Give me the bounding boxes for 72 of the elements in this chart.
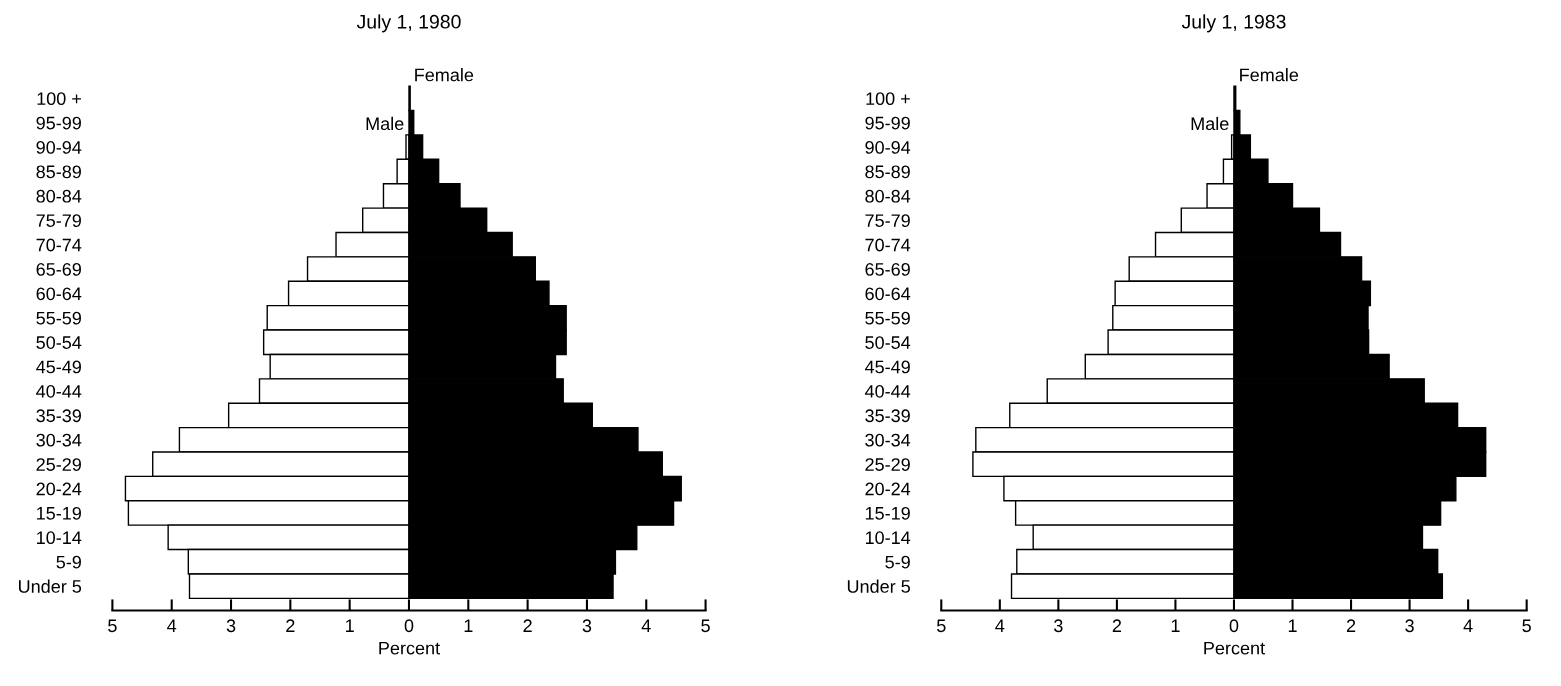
x-tick-label: 4 <box>167 619 177 632</box>
y-tick-label: 35-39 <box>865 409 910 423</box>
y-tick-label: Under 5 <box>847 579 910 593</box>
y-tick-label: 95-99 <box>865 116 910 130</box>
y-tick-label: 75-79 <box>36 214 81 227</box>
y-tick-label: 85-89 <box>865 165 910 179</box>
y-tick-label: 80-84 <box>36 189 82 203</box>
chart-title: July 1, 1980 <box>356 14 461 33</box>
x-axis-title: Percent <box>379 641 440 655</box>
y-tick-label: 20-24 <box>36 482 82 496</box>
y-tick-label: 60-64 <box>865 287 911 301</box>
series-label: Male <box>1191 116 1229 131</box>
y-tick-label: 30-34 <box>865 433 911 447</box>
y-tick-label: 45-49 <box>864 360 910 374</box>
y-tick-label: 100 + <box>866 92 910 106</box>
x-tick-label: 3 <box>1054 619 1063 633</box>
x-tick-label: 3 <box>582 619 592 633</box>
x-tick-label: 1 <box>346 619 354 632</box>
series-label: Female <box>415 68 474 82</box>
y-tick-label: Under 5 <box>19 579 82 593</box>
y-tick-label: 35-39 <box>36 409 81 423</box>
y-tick-label: 20-24 <box>865 482 911 496</box>
x-tick-label: 0 <box>404 619 414 633</box>
x-tick-label: 1 <box>1171 619 1180 632</box>
x-tick-label: 2 <box>1346 619 1356 632</box>
y-tick-label: 95-99 <box>36 116 81 130</box>
y-tick-label: 5-9 <box>56 555 81 569</box>
x-tick-label: 3 <box>1405 619 1414 633</box>
y-tick-label: 25-29 <box>865 458 910 471</box>
y-tick-label: 70-74 <box>36 238 82 252</box>
x-tick-label: 4 <box>641 619 651 632</box>
y-tick-label: 10-14 <box>37 531 82 545</box>
y-tick-label: 15-19 <box>37 506 81 520</box>
y-tick-label: 70-74 <box>865 238 911 252</box>
y-tick-label: 10-14 <box>865 531 911 545</box>
y-tick-label: 60-64 <box>36 287 82 301</box>
x-tick-label: 5 <box>108 619 117 633</box>
x-tick-label: 1 <box>464 619 473 632</box>
y-tick-label: 30-34 <box>36 433 82 447</box>
x-tick-label: 2 <box>1112 619 1122 632</box>
y-tick-label: 50-54 <box>865 336 911 349</box>
x-tick-label: 5 <box>701 619 710 633</box>
y-tick-label: 90-94 <box>865 141 911 154</box>
y-tick-label: 65-69 <box>865 263 910 276</box>
y-tick-label: 15-19 <box>865 506 910 520</box>
y-tick-label: 40-44 <box>36 384 82 398</box>
x-tick-label: 2 <box>286 619 295 632</box>
x-tick-label: 0 <box>1229 619 1239 633</box>
series-label: Female <box>1240 68 1299 82</box>
y-tick-label: 80-84 <box>865 189 911 203</box>
chart-title: July 1, 1983 <box>1181 14 1286 33</box>
y-tick-label: 100 + <box>37 92 81 106</box>
y-tick-label: 75-79 <box>865 214 910 227</box>
x-tick-label: 5 <box>936 619 946 633</box>
x-tick-label: 1 <box>1288 619 1297 632</box>
x-tick-label: 4 <box>1463 619 1473 632</box>
y-tick-label: 40-44 <box>864 384 911 398</box>
x-tick-label: 5 <box>1522 619 1531 633</box>
y-tick-label: 25-29 <box>36 458 81 471</box>
series-label: Male <box>366 116 404 131</box>
y-tick-label: 90-94 <box>36 141 82 154</box>
x-axis-title: Percent <box>1204 641 1265 655</box>
y-tick-label: 55-59 <box>36 311 81 325</box>
y-tick-label: 85-89 <box>36 165 81 179</box>
y-tick-label: 45-49 <box>36 360 81 374</box>
x-tick-label: 4 <box>995 619 1005 632</box>
y-tick-label: 50-54 <box>36 336 82 349</box>
y-tick-label: 55-59 <box>865 311 910 325</box>
x-tick-label: 2 <box>523 619 532 632</box>
x-tick-label: 3 <box>226 619 236 633</box>
y-tick-label: 5-9 <box>885 555 910 569</box>
y-tick-label: 65-69 <box>36 263 81 276</box>
